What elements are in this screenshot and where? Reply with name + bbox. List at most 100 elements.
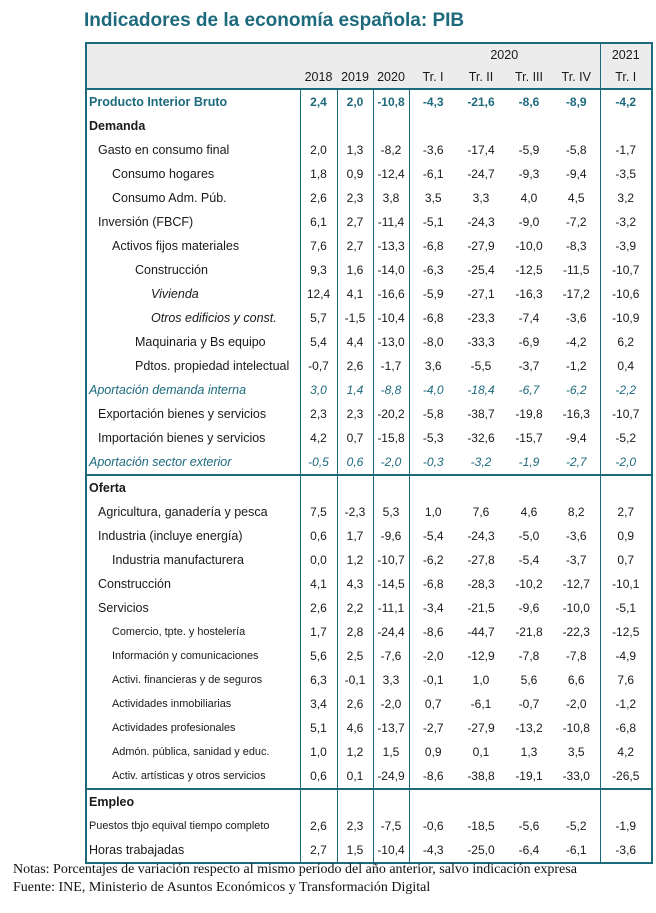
row-value xyxy=(408,788,457,814)
row-value: -7,2 xyxy=(565,215,587,229)
row-value: -38,8 xyxy=(467,769,495,783)
column-header-2018: 2018 xyxy=(300,66,337,90)
row-value: 0,9 xyxy=(408,740,457,764)
row-value: -26,5 xyxy=(599,764,652,789)
row-value: 5,6 xyxy=(299,644,337,668)
row-value xyxy=(457,788,505,814)
row-label: Oferta xyxy=(89,481,126,495)
row-value: -8,6 xyxy=(518,95,540,109)
row-label: Importación bienes y servicios xyxy=(98,431,266,445)
row-value: -10,0 xyxy=(515,239,543,253)
row-value: -6,2 xyxy=(565,383,587,397)
row-value: 2,2 xyxy=(336,596,373,620)
row-value: -2,0 xyxy=(372,450,409,475)
column-header-tr4-2020: Tr. IV xyxy=(553,66,600,90)
row-value: -10,8 xyxy=(562,721,590,735)
row-value: -25,0 xyxy=(467,843,495,857)
row-value xyxy=(299,788,337,814)
table-row: Activos fijos materiales 7,6 2,7 -13,3 -… xyxy=(86,234,652,258)
row-value: -3,9 xyxy=(599,234,652,258)
row-value: -8,6 xyxy=(408,764,457,789)
row-value: -8,9 xyxy=(565,95,587,109)
row-value: 4,5 xyxy=(567,191,585,205)
table-row: Información y comunicaciones 5,6 2,5 -7,… xyxy=(86,644,652,668)
row-value: -5,4 xyxy=(518,553,540,567)
row-label: Activ. artísticas y otros servicios xyxy=(112,770,266,782)
row-label-cell: Gasto en consumo final xyxy=(86,138,300,162)
row-value: -15,7 xyxy=(515,431,543,445)
table-row: Maquinaria y Bs equipo 5,4 4,4 -13,0 -8,… xyxy=(86,330,652,354)
row-value: 2,0 xyxy=(299,138,337,162)
table-row: Demanda xyxy=(86,114,652,138)
row-value: -5,0 xyxy=(518,529,540,543)
row-value: -3,5 xyxy=(599,162,652,186)
row-value: -12,9 xyxy=(467,649,495,663)
row-value: -7,4 xyxy=(518,311,540,325)
row-label-cell: Construcción xyxy=(86,572,300,596)
row-label-cell: Activ. artísticas y otros servicios xyxy=(86,764,300,789)
row-value: 5,3 xyxy=(372,500,409,524)
column-header-tr1-2020: Tr. I xyxy=(409,66,457,90)
row-value: -6,9 xyxy=(518,335,540,349)
row-label-cell: Actividades inmobiliarias xyxy=(86,692,300,716)
row-value: 7,6 xyxy=(599,668,652,692)
row-label-cell: Consumo hogares xyxy=(86,162,300,186)
row-value: -0,1 xyxy=(408,668,457,692)
row-value xyxy=(299,474,337,500)
row-label: Industria manufacturera xyxy=(112,553,245,567)
table-row: Exportación bienes y servicios 2,3 2,3 -… xyxy=(86,402,652,426)
row-value: 1,4 xyxy=(336,378,373,402)
row-label-cell: Servicios xyxy=(86,596,300,620)
table-row: Pdtos. propiedad intelectual -0,7 2,6 -1… xyxy=(86,354,652,378)
row-value: -8,3 xyxy=(565,239,587,253)
row-value: 2,7 xyxy=(299,838,337,863)
row-value xyxy=(408,114,457,138)
row-label: Actividades inmobiliarias xyxy=(112,698,232,710)
row-value: -5,9 xyxy=(518,143,540,157)
row-value: 6,1 xyxy=(299,210,337,234)
row-value xyxy=(553,474,600,500)
row-value: -4,2 xyxy=(599,89,652,114)
row-value: -5,5 xyxy=(470,359,492,373)
row-value: -0,6 xyxy=(408,814,457,838)
row-value: 2,3 xyxy=(336,814,373,838)
table-row: Consumo hogares 1,8 0,9 -12,4 -6,1 -24,7… xyxy=(86,162,652,186)
row-value: 3,3 xyxy=(472,191,490,205)
row-value: -8,8 xyxy=(372,378,409,402)
row-value: 0,7 xyxy=(336,426,373,450)
table-row: Agricultura, ganadería y pesca 7,5 -2,3 … xyxy=(86,500,652,524)
row-value: -5,6 xyxy=(518,819,540,833)
row-value: -1,2 xyxy=(565,359,587,373)
row-label-cell: Agricultura, ganadería y pesca xyxy=(86,500,300,524)
row-value: -16,3 xyxy=(562,407,590,421)
header-spacer xyxy=(86,66,300,90)
row-label-cell: Aportación sector exterior xyxy=(86,450,300,475)
row-value: -3,6 xyxy=(565,529,587,543)
row-value: -2,0 xyxy=(599,450,652,475)
row-value: 4,0 xyxy=(520,191,538,205)
row-value xyxy=(457,114,505,138)
row-label: Aportación sector exterior xyxy=(89,455,232,469)
row-label: Servicios xyxy=(98,601,149,615)
row-label: Producto Interior Bruto xyxy=(89,95,228,109)
row-value: -0,7 xyxy=(299,354,337,378)
row-value: 2,7 xyxy=(336,210,373,234)
table-row: Industria (incluye energía) 0,6 1,7 -9,6… xyxy=(86,524,652,548)
row-value: 2,3 xyxy=(336,186,373,210)
row-value: -27,9 xyxy=(467,721,495,735)
row-value: -33,3 xyxy=(467,335,495,349)
table-row: Aportación sector exterior -0,5 0,6 -2,0… xyxy=(86,450,652,475)
row-value: -3,6 xyxy=(599,838,652,863)
row-label-cell: Vivienda xyxy=(86,282,300,306)
table-row: Industria manufacturera 0,0 1,2 -10,7 -6… xyxy=(86,548,652,572)
row-value xyxy=(336,114,373,138)
row-value: 2,7 xyxy=(599,500,652,524)
row-value xyxy=(372,114,409,138)
row-value: -6,4 xyxy=(518,843,540,857)
row-value: -5,3 xyxy=(408,426,457,450)
row-value: 3,5 xyxy=(408,186,457,210)
row-value: 7,5 xyxy=(299,500,337,524)
row-value: -20,2 xyxy=(372,402,409,426)
row-value: 3,4 xyxy=(299,692,337,716)
row-label: Pdtos. propiedad intelectual xyxy=(135,359,290,373)
